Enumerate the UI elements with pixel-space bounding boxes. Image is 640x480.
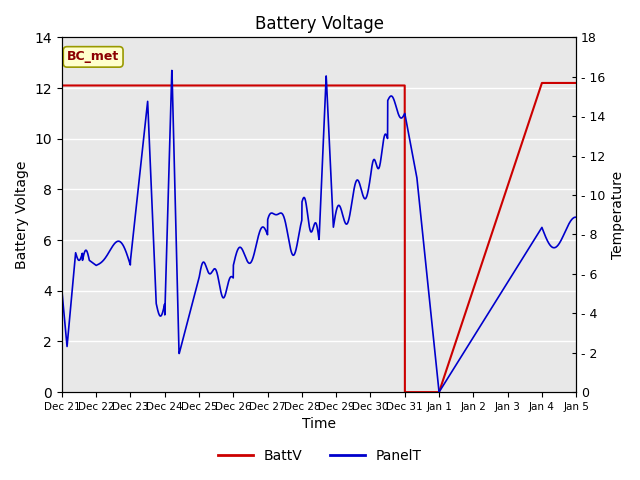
Title: Battery Voltage: Battery Voltage — [255, 15, 383, 33]
Y-axis label: Temperature: Temperature — [611, 171, 625, 259]
X-axis label: Time: Time — [302, 418, 336, 432]
Y-axis label: Battery Voltage: Battery Voltage — [15, 160, 29, 269]
Legend: BattV, PanelT: BattV, PanelT — [212, 443, 428, 468]
Text: BC_met: BC_met — [67, 50, 119, 63]
